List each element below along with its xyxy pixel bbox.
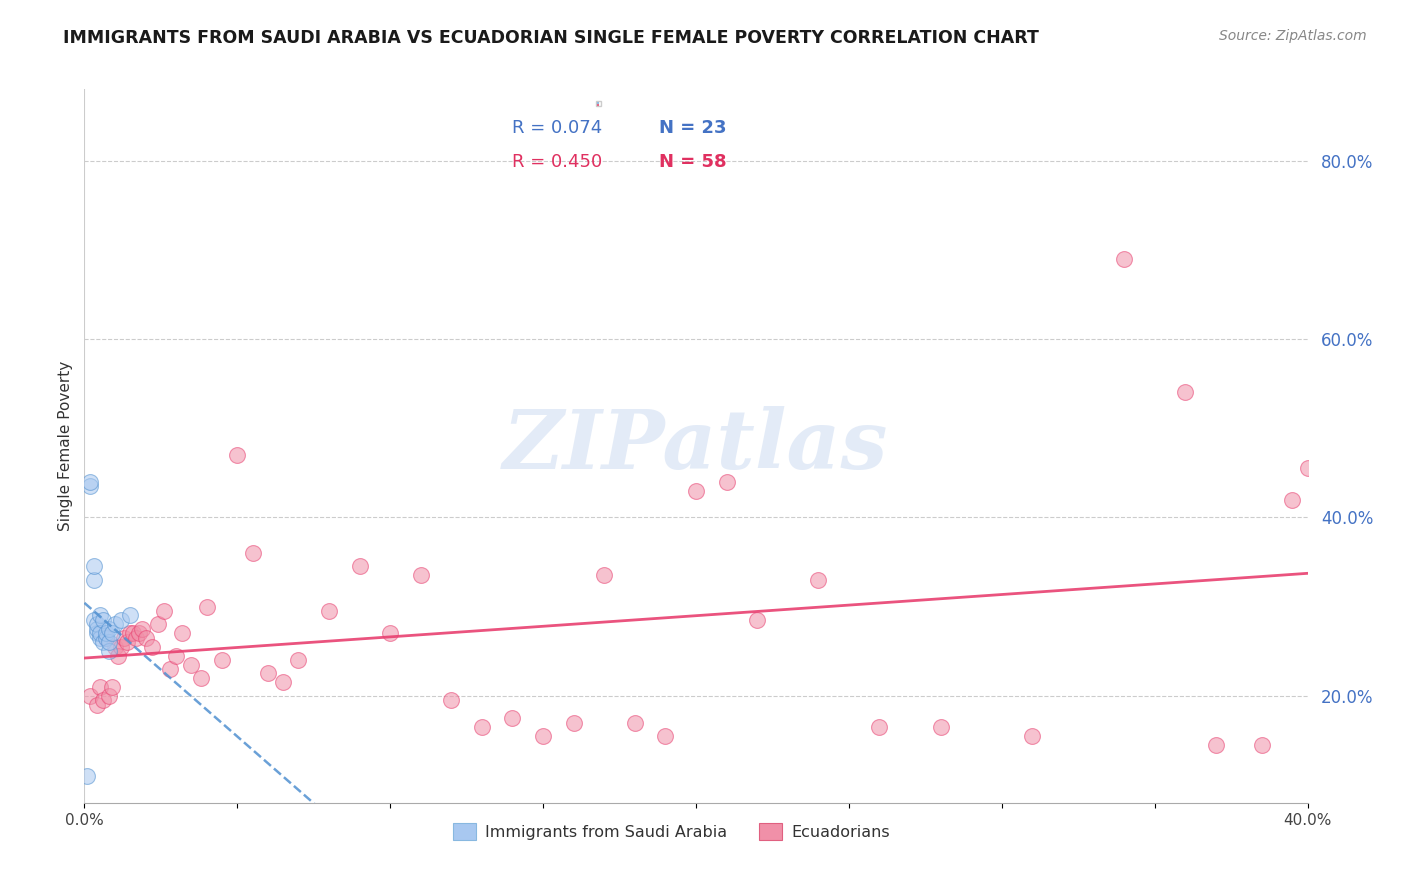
Point — [807, 573, 830, 587]
Point — [1205, 738, 1227, 752]
Point — [104, 640, 127, 654]
Point — [79, 689, 101, 703]
Point — [91, 635, 114, 649]
Point — [869, 720, 891, 734]
Point — [86, 622, 108, 636]
Point — [107, 648, 129, 663]
Point — [409, 568, 432, 582]
Point — [153, 604, 176, 618]
Point — [1250, 738, 1272, 752]
Point — [318, 604, 340, 618]
Text: ZIPatlas: ZIPatlas — [503, 406, 889, 486]
Point — [195, 599, 218, 614]
Point — [120, 608, 142, 623]
Point — [165, 648, 187, 663]
Point — [190, 671, 212, 685]
Point — [1114, 252, 1136, 266]
Point — [380, 626, 402, 640]
Point — [97, 689, 120, 703]
Point — [180, 657, 202, 672]
Point — [97, 622, 120, 636]
Point — [349, 559, 371, 574]
Point — [1174, 385, 1197, 400]
Point — [271, 675, 294, 690]
Point — [141, 640, 163, 654]
Text: N = 23: N = 23 — [659, 120, 727, 137]
Point — [86, 698, 108, 712]
Point — [531, 729, 554, 743]
Point — [91, 613, 114, 627]
Point — [112, 631, 135, 645]
Point — [89, 631, 111, 645]
Point — [86, 626, 108, 640]
Point — [94, 631, 117, 645]
Point — [91, 693, 114, 707]
Point — [83, 559, 105, 574]
Point — [287, 653, 309, 667]
Text: R = 0.074: R = 0.074 — [513, 120, 603, 137]
Point — [172, 626, 194, 640]
Point — [1296, 461, 1319, 475]
Point — [747, 613, 769, 627]
Point — [89, 608, 111, 623]
Point — [242, 546, 264, 560]
Point — [86, 617, 108, 632]
Point — [125, 631, 148, 645]
Point — [257, 666, 280, 681]
Point — [97, 635, 120, 649]
Text: R = 0.450: R = 0.450 — [513, 153, 603, 171]
Point — [110, 613, 132, 627]
Point — [94, 626, 117, 640]
Point — [146, 617, 169, 632]
Point — [159, 662, 181, 676]
Point — [115, 635, 138, 649]
Point — [89, 680, 111, 694]
Point — [120, 626, 142, 640]
Point — [131, 622, 153, 636]
Point — [502, 711, 524, 725]
Text: N = 58: N = 58 — [659, 153, 727, 171]
Point — [226, 448, 249, 462]
Point — [1281, 492, 1303, 507]
Point — [101, 680, 124, 694]
Point — [471, 720, 494, 734]
Point — [101, 626, 124, 640]
Point — [440, 693, 463, 707]
Text: IMMIGRANTS FROM SAUDI ARABIA VS ECUADORIAN SINGLE FEMALE POVERTY CORRELATION CHA: IMMIGRANTS FROM SAUDI ARABIA VS ECUADORI… — [63, 29, 1039, 46]
Text: Source: ZipAtlas.com: Source: ZipAtlas.com — [1219, 29, 1367, 43]
Point — [97, 644, 120, 658]
Point — [624, 715, 647, 730]
Point — [135, 631, 157, 645]
Y-axis label: Single Female Poverty: Single Female Poverty — [58, 361, 73, 531]
Legend: Immigrants from Saudi Arabia, Ecuadorians: Immigrants from Saudi Arabia, Ecuadorian… — [446, 815, 898, 848]
Point — [685, 483, 707, 498]
Point — [79, 475, 101, 489]
Point — [83, 573, 105, 587]
Point — [89, 626, 111, 640]
Point — [128, 626, 150, 640]
Point — [562, 715, 585, 730]
Point — [929, 720, 952, 734]
Point — [654, 729, 676, 743]
Point — [716, 475, 738, 489]
Point — [110, 640, 132, 654]
Point — [76, 769, 98, 783]
Point — [122, 626, 145, 640]
Point — [94, 631, 117, 645]
Point — [83, 613, 105, 627]
Point — [104, 617, 127, 632]
Point — [593, 568, 616, 582]
Point — [79, 479, 101, 493]
Point — [1021, 729, 1043, 743]
Point — [211, 653, 233, 667]
